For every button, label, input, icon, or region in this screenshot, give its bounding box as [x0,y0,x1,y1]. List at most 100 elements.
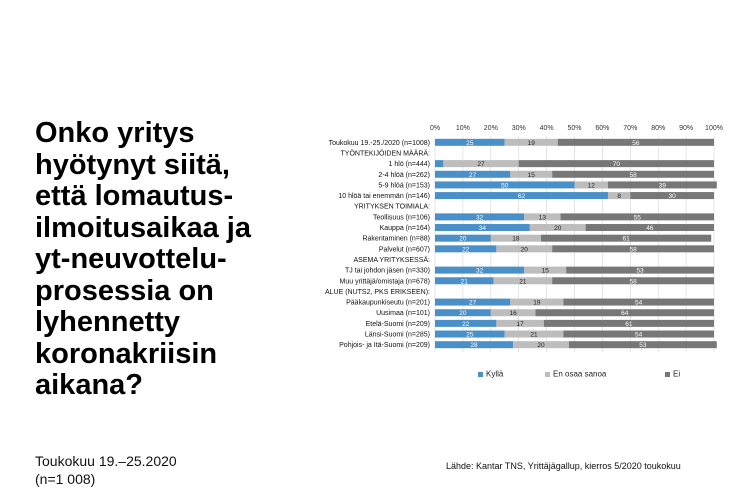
data-label: 8 [617,193,621,200]
bar-segment [496,245,553,253]
bar-segment [504,330,564,338]
bar-segment [563,298,714,306]
data-label: 21 [530,332,538,339]
row-label: Teollisuus (n=106) [373,214,430,221]
data-label: 32 [476,268,484,275]
data-label: 64 [621,310,629,317]
x-tick-label: 60% [595,125,609,132]
data-label: 62 [518,193,526,200]
data-label: 58 [629,172,637,179]
bar-segment [435,309,491,317]
bar-segment [543,319,714,327]
x-tick-label: 0% [430,125,440,132]
bar-segment [529,224,586,232]
bar-segment [435,245,497,253]
bar-segment [504,138,558,146]
bar-segment [435,192,608,200]
bar-segment [493,277,553,285]
x-tick-label: 40% [540,125,554,132]
data-label: 20 [521,246,529,253]
x-tick-label: 20% [484,125,498,132]
row-label: Toukokuu 19.-25./2020 (n=1008) [329,140,430,147]
row-label: Uusimaa (n=101) [376,310,430,317]
row-label: Etelä-Suomi (n=209) [366,321,430,328]
data-label: 18 [512,236,520,243]
bar-segment [568,341,717,349]
x-tick-label: 70% [623,125,637,132]
legend-swatch [545,372,550,377]
bar-segment [435,160,444,168]
data-label: 70 [613,161,621,168]
x-tick-label: 80% [651,125,665,132]
data-label: 21 [519,278,527,285]
bar-segment [552,245,714,253]
bar-segment [541,234,712,242]
data-label: 53 [639,342,647,349]
row-header: ALUE (NUTS2, PKS ERIKSEEN): [325,289,430,296]
data-label: 54 [635,332,643,339]
bar-segment [552,277,714,285]
row-header: ASEMA YRITYKSESSÄ: [353,256,430,264]
data-label: 13 [539,214,547,221]
bar-segment [435,224,530,232]
bar-segment [435,341,514,349]
bar-segment [435,234,491,242]
row-label: TJ tai johdon jäsen (n=330) [345,268,430,275]
data-label: 20 [459,310,467,317]
bar-segment [563,330,714,338]
data-label: 27 [469,172,477,179]
data-label: 39 [659,182,667,189]
bar-segment [435,277,494,285]
data-label: 54 [635,300,643,307]
row-label: Pääkaupunkiseutu (n=201) [346,300,430,307]
survey-period: Toukokuu 19.–25.2020 (n=1 008) [35,453,177,487]
row-header: TYÖNTEKIJÖIDEN MÄÄRÄ: [341,149,431,157]
row-label: Kauppa (n=164) [380,225,430,232]
bar-segment [566,266,714,274]
row-label: 1 hlö (n=444) [389,161,430,168]
data-label: 22 [462,321,470,328]
bar-segment [560,213,714,221]
data-label: 25 [466,332,474,339]
data-label: 46 [646,225,654,232]
source-note: Lähde: Kantar TNS, Yrittäjägallup, kierr… [446,461,681,471]
page-title: Onko yritys hyötynyt siitä, että lomautu… [35,117,251,401]
data-label: 32 [476,214,484,221]
bar-segment [557,138,714,146]
bar-segment [435,319,497,327]
x-tick-label: 90% [679,125,693,132]
bar-segment [524,266,567,274]
legend-label: En osaa sanoa [553,370,607,379]
x-tick-label: 10% [456,125,470,132]
bar-segment [574,181,608,189]
bar-segment [435,170,511,178]
data-label: 15 [528,172,536,179]
bar-segment [513,341,569,349]
data-label: 56 [632,140,640,147]
bar-segment [518,160,714,168]
row-label: Länsi-Suomi (n=285) [365,332,430,339]
data-label: 34 [479,225,487,232]
row-label: 10 hlöä tai enemmän (n=146) [338,193,430,200]
data-label: 25 [466,140,474,147]
bar-segment [607,181,717,189]
data-label: 22 [462,246,470,253]
data-label: 15 [542,268,550,275]
bar-segment [607,192,631,200]
bar-segment [535,309,714,317]
x-tick-label: 30% [512,125,526,132]
data-label: 55 [634,214,642,221]
data-label: 27 [469,300,477,307]
bar-segment [585,224,714,232]
row-label: 5-9 hlöä (n=153) [378,182,430,189]
row-label: Palvelut (n=607) [379,246,430,253]
row-header: YRITYKSEN TOIMIALA: [354,204,430,211]
bar-segment [490,309,536,317]
data-label: 53 [636,268,644,275]
bar-segment [435,298,511,306]
data-label: 58 [629,246,637,253]
data-label: 12 [588,182,596,189]
bar-segment [552,170,714,178]
data-label: 19 [528,140,536,147]
